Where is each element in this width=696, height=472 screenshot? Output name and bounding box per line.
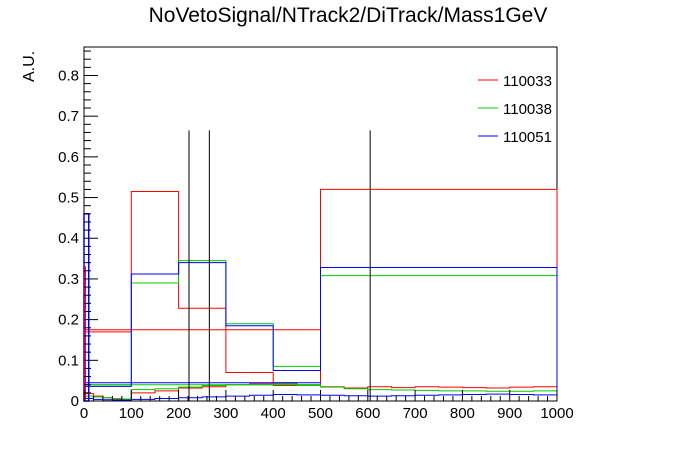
legend-item: 110038: [478, 101, 552, 118]
legend-item: 110033: [478, 73, 552, 90]
y-tick-label: 0: [71, 393, 79, 410]
y-tick-label: 0.5: [58, 190, 79, 207]
y-tick-label: 0.1: [58, 352, 79, 369]
series-110051: [83, 262, 558, 401]
y-tick-label: 0.3: [58, 271, 79, 288]
legend-item: 110051: [478, 129, 552, 146]
y-tick-label: 0.6: [58, 149, 79, 166]
x-tick-label: 800: [450, 405, 475, 422]
y-tick-label: 0.7: [58, 108, 79, 125]
y-tick-label: 0.4: [58, 230, 79, 247]
x-tick-label: 700: [403, 405, 428, 422]
marker-lines: [188, 130, 371, 401]
series-coarse-histogram: [83, 262, 558, 401]
series-layer: [83, 188, 558, 402]
axes: 0 100 200 300 400 500 600 700 800 900 1000 0 0.1 0.2 0…: [58, 50, 574, 422]
x-tick-label: 500: [308, 405, 333, 422]
y-tick-label: 0.2: [58, 312, 79, 329]
series-fine-histogram: [83, 383, 558, 401]
x-tick-label: 0: [80, 405, 88, 422]
x-tick-label: 300: [213, 405, 238, 422]
legend-label: 110033: [503, 73, 552, 90]
chart-title: NoVetoSignal/NTrack2/DiTrack/Mass1GeV: [148, 4, 548, 27]
x-tick-label: 400: [261, 405, 286, 422]
x-tick-label: 900: [497, 405, 522, 422]
legend: 110033 110038 110051: [478, 73, 552, 146]
y-axis-label: A.U.: [21, 50, 38, 82]
legend-label: 110051: [503, 129, 552, 146]
series-fine-histogram: [83, 393, 558, 401]
x-tick-label: 200: [166, 405, 191, 422]
x-tick-label: 1000: [540, 405, 573, 422]
legend-label: 110038: [503, 101, 552, 118]
y-tick-label: 0.8: [58, 67, 79, 84]
x-tick-label: 100: [119, 405, 144, 422]
x-tick-label: 600: [355, 405, 380, 422]
